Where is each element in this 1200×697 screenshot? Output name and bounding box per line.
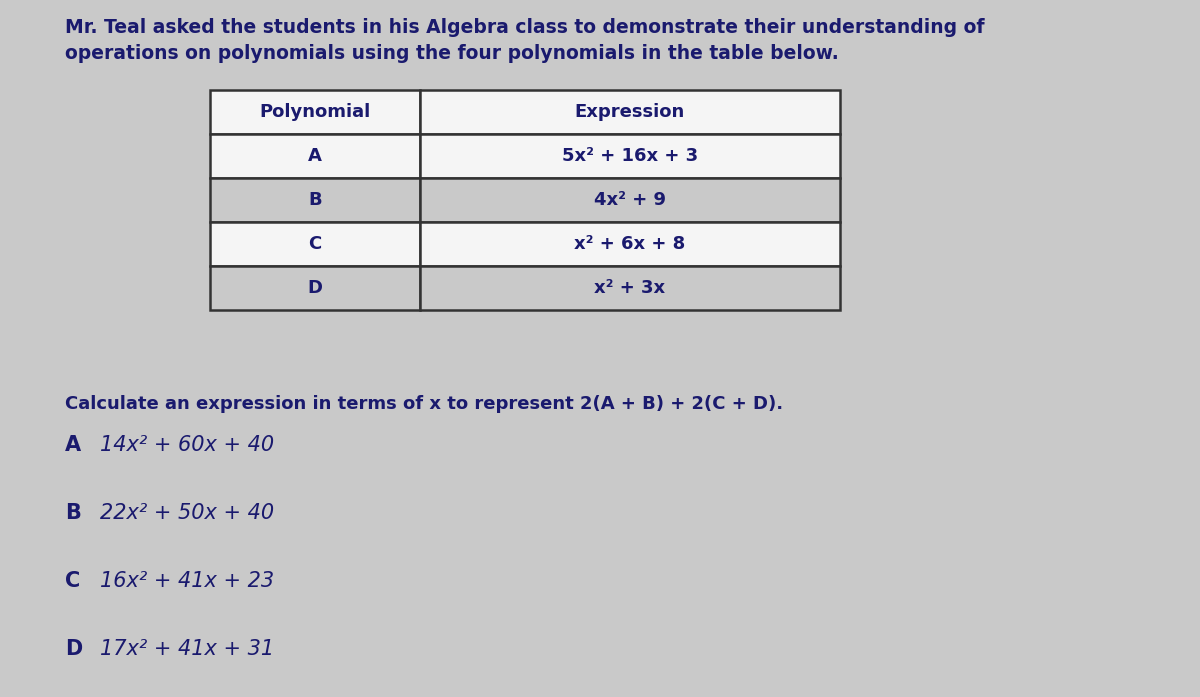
Text: C: C (308, 235, 322, 253)
Text: Mr. Teal asked the students in his Algebra class to demonstrate their understand: Mr. Teal asked the students in his Algeb… (65, 18, 984, 37)
Text: Expression: Expression (575, 103, 685, 121)
Bar (420, 266, 840, 310)
Text: 22x² + 50x + 40: 22x² + 50x + 40 (100, 503, 274, 523)
Text: 17x² + 41x + 31: 17x² + 41x + 31 (100, 639, 274, 659)
Text: 16x² + 41x + 23: 16x² + 41x + 23 (100, 571, 274, 591)
Bar (210, 266, 420, 310)
Text: x² + 6x + 8: x² + 6x + 8 (575, 235, 685, 253)
Text: 5x² + 16x + 3: 5x² + 16x + 3 (562, 147, 698, 165)
Text: operations on polynomials using the four polynomials in the table below.: operations on polynomials using the four… (65, 44, 839, 63)
Text: Polynomial: Polynomial (259, 103, 371, 121)
Bar (210, 90, 420, 134)
Text: D: D (307, 279, 323, 297)
Bar (420, 178, 840, 222)
Bar (420, 222, 840, 266)
Text: B: B (65, 503, 80, 523)
Bar (210, 134, 420, 178)
Bar (210, 222, 420, 266)
Text: B: B (308, 191, 322, 209)
Text: A: A (308, 147, 322, 165)
Text: C: C (65, 571, 80, 591)
Bar (420, 90, 840, 134)
Bar (420, 134, 840, 178)
Text: 4x² + 9: 4x² + 9 (594, 191, 666, 209)
Text: 14x² + 60x + 40: 14x² + 60x + 40 (100, 435, 274, 455)
Text: D: D (65, 639, 83, 659)
Text: x² + 3x: x² + 3x (594, 279, 666, 297)
Bar (210, 178, 420, 222)
Text: A: A (65, 435, 82, 455)
Text: Calculate an expression in terms of x to represent 2(A + B) + 2(C + D).: Calculate an expression in terms of x to… (65, 395, 784, 413)
